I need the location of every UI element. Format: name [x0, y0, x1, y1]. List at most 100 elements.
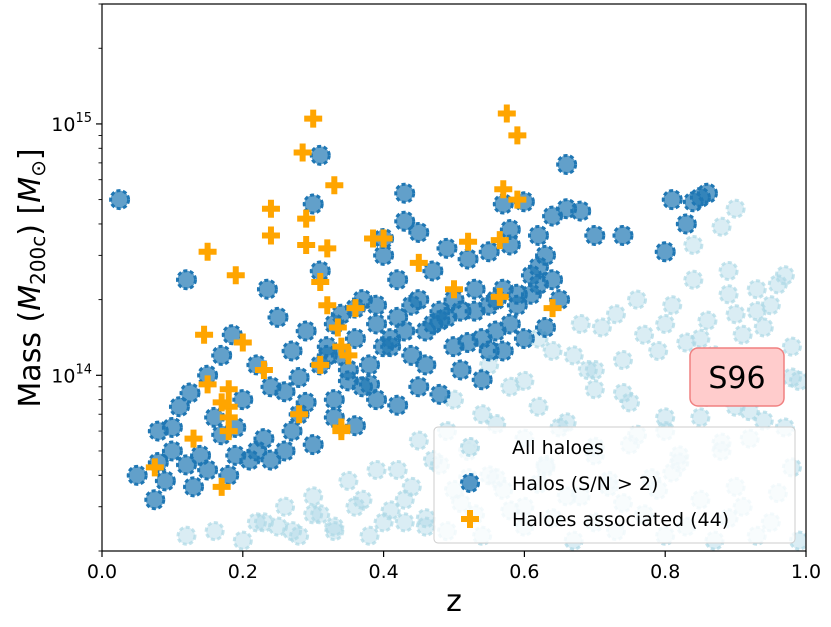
x-tick-label: 0.6	[509, 561, 539, 583]
y-axis-title-mid: ) [	[13, 203, 48, 236]
all-halo-point	[303, 486, 324, 507]
detected-halo-point	[175, 269, 197, 291]
detected-halo-point	[281, 420, 303, 442]
detected-halo-point	[415, 354, 437, 376]
legend: All haloes Halos (S/N > 2) Haloes associ…	[433, 426, 796, 544]
all-halo-point	[528, 396, 549, 417]
detected-halo-point	[274, 381, 296, 403]
associated-halo-point	[290, 405, 309, 424]
detected-halo-point	[267, 306, 289, 328]
all-halo-point	[380, 500, 401, 521]
detected-halo-point	[506, 294, 528, 316]
detected-halo-point	[109, 189, 131, 211]
associated-halo-point	[212, 393, 231, 412]
detected-halo-point	[654, 241, 676, 263]
detected-halo-point	[696, 182, 718, 204]
legend-label-all-haloes: All haloes	[512, 437, 604, 459]
all-halo-point	[732, 324, 753, 345]
all-halo-point	[690, 328, 711, 349]
x-tick-label: 0.2	[228, 561, 258, 583]
associated-halo-point	[184, 429, 203, 448]
all-halo-point	[718, 284, 739, 305]
detected-halo-point	[302, 193, 324, 215]
all-halo-point	[275, 496, 296, 517]
detected-halo-point	[359, 373, 381, 395]
detected-halo-point	[556, 198, 578, 220]
detected-halo-point	[429, 383, 451, 405]
all-halo-point	[662, 295, 683, 316]
detected-halos-series	[109, 144, 718, 511]
all-halo-point	[310, 504, 331, 525]
detected-halo-point	[408, 221, 430, 243]
associated-halo-point	[494, 180, 513, 199]
all-halo-point	[352, 489, 373, 510]
associated-halo-point	[409, 253, 428, 272]
detected-halo-point	[211, 344, 233, 366]
all-halo-point	[746, 279, 767, 300]
y-tick-label: 1015	[51, 111, 92, 136]
associated-halo-point	[318, 296, 337, 315]
detected-halo-point	[429, 300, 451, 322]
associated-halo-point	[328, 318, 347, 337]
detected-halo-point	[126, 464, 148, 486]
legend-item-all-haloes: All haloes	[460, 437, 604, 459]
all-halo-point	[627, 289, 648, 310]
associated-halo-point	[497, 104, 516, 123]
associated-halo-point	[198, 242, 217, 261]
all-halo-point	[711, 216, 732, 237]
detected-halo-point	[485, 320, 507, 342]
detected-halo-point	[584, 224, 606, 246]
detected-halo-point	[373, 244, 395, 266]
all-halo-point	[324, 516, 345, 537]
legend-marker-all-haloes	[460, 437, 480, 457]
all-halo-point	[591, 317, 612, 338]
y-axis-title-sym2: M	[13, 177, 48, 203]
all-halo-point	[204, 521, 225, 542]
detected-halo-point	[542, 269, 564, 291]
detected-halo-point	[380, 328, 402, 350]
all-halo-point	[253, 512, 274, 533]
x-axis-title: z	[446, 584, 462, 619]
associated-halo-point	[332, 422, 351, 441]
associated-halo-point	[297, 235, 316, 254]
all-halo-point	[767, 274, 788, 295]
x-tick-label: 0.4	[368, 561, 398, 583]
detected-halo-point	[154, 470, 176, 492]
detected-halo-point	[183, 476, 205, 498]
all-halo-point	[612, 350, 633, 371]
all-halo-point	[366, 460, 387, 481]
all-halo-point	[781, 367, 802, 388]
all-halo-point	[415, 508, 436, 529]
x-tick-label: 0.0	[87, 561, 117, 583]
detected-halo-point	[478, 340, 500, 362]
detected-halo-point	[450, 359, 472, 381]
detected-halo-point	[295, 320, 317, 342]
detected-halo-point	[408, 289, 430, 311]
detected-halo-point	[387, 306, 409, 328]
detected-halo-point	[394, 182, 416, 204]
all-halo-point	[401, 476, 422, 497]
associated-halo-point	[233, 333, 252, 352]
detected-halo-point	[256, 278, 278, 300]
all-halo-point	[781, 336, 802, 357]
detected-halo-point	[344, 328, 366, 350]
associated-halo-point	[311, 273, 330, 292]
all-halo-point	[690, 407, 711, 428]
detected-halo-point	[175, 454, 197, 476]
associated-halo-point	[374, 229, 393, 248]
all-halo-point	[697, 310, 718, 331]
annotation-text: S96	[708, 361, 765, 396]
associated-halo-point	[198, 375, 217, 394]
y-tick-label: 1014	[51, 362, 92, 387]
detected-halo-point	[246, 440, 268, 462]
all-halo-point	[760, 295, 781, 316]
detected-halo-point	[527, 224, 549, 246]
associated-halo-point	[145, 458, 164, 477]
annotation-badge: S96	[689, 347, 785, 407]
associated-halo-point	[261, 199, 280, 218]
all-halo-point	[655, 313, 676, 334]
detected-halo-point	[366, 294, 388, 316]
associated-halo-point	[293, 143, 312, 162]
detected-halo-point	[387, 394, 409, 416]
